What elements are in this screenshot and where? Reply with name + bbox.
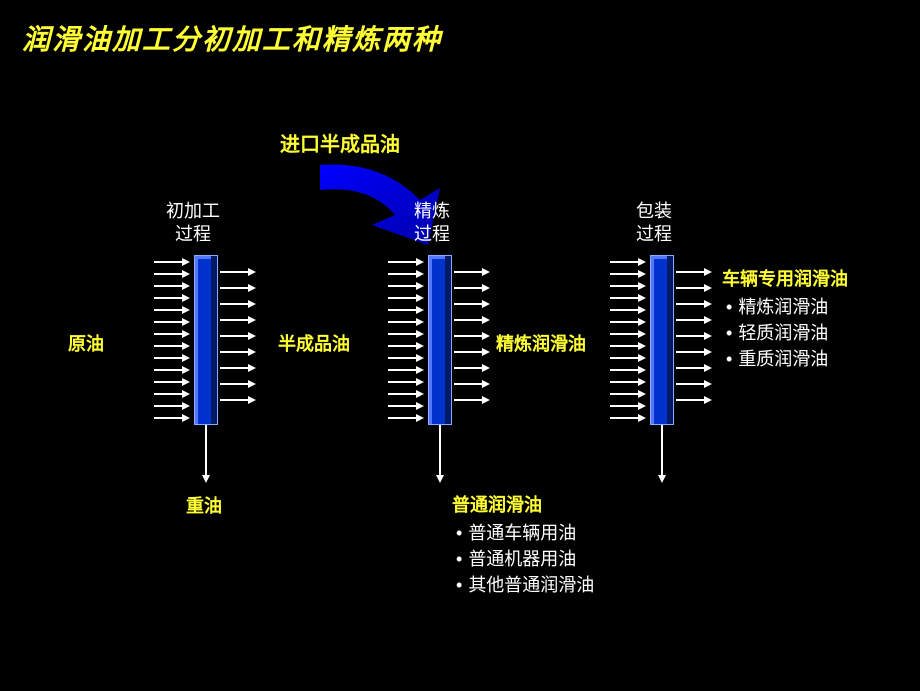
output-bottom: 普通润滑油 普通车辆用油 普通机器用油 其他普通润滑油 <box>452 492 652 598</box>
stage1-label: 初加工 过程 <box>166 200 220 247</box>
list-item: 普通机器用油 <box>452 546 652 572</box>
stage2-arrows-in <box>388 258 424 426</box>
input-label: 原油 <box>68 330 104 356</box>
stage3-arrows-in <box>610 258 646 426</box>
stage2-label: 精炼 过程 <box>414 200 450 247</box>
stage3-label: 包装 过程 <box>636 200 672 247</box>
stage1-arrows-out <box>220 268 256 412</box>
mid2-label: 精炼润滑油 <box>496 330 586 356</box>
output-right-header: 车辆专用润滑油 <box>722 266 892 292</box>
list-item: 重质润滑油 <box>722 346 892 372</box>
stage2-down-arrow <box>439 425 441 475</box>
output-bottom-list: 普通车辆用油 普通机器用油 其他普通润滑油 <box>452 520 652 598</box>
list-item: 轻质润滑油 <box>722 320 892 346</box>
stage1-down-arrow <box>205 425 207 475</box>
stage1-arrows-in <box>154 258 190 426</box>
page-title: 润滑油加工分初加工和精炼两种 <box>22 18 442 58</box>
stage3-column <box>650 255 674 425</box>
stage2-arrows-out <box>454 268 490 412</box>
stage3-down-arrow <box>661 425 663 475</box>
bottom1-label: 重油 <box>186 492 222 518</box>
list-item: 其他普通润滑油 <box>452 572 652 598</box>
stage1-column <box>194 255 218 425</box>
list-item: 普通车辆用油 <box>452 520 652 546</box>
stage2-column <box>428 255 452 425</box>
stage3-arrows-out <box>676 268 712 412</box>
output-right-list: 精炼润滑油 轻质润滑油 重质润滑油 <box>722 294 892 372</box>
list-item: 精炼润滑油 <box>722 294 892 320</box>
output-right: 车辆专用润滑油 精炼润滑油 轻质润滑油 重质润滑油 <box>722 266 892 372</box>
mid1-label: 半成品油 <box>278 330 350 356</box>
output-bottom-header: 普通润滑油 <box>452 492 652 518</box>
import-arrow <box>300 150 480 270</box>
